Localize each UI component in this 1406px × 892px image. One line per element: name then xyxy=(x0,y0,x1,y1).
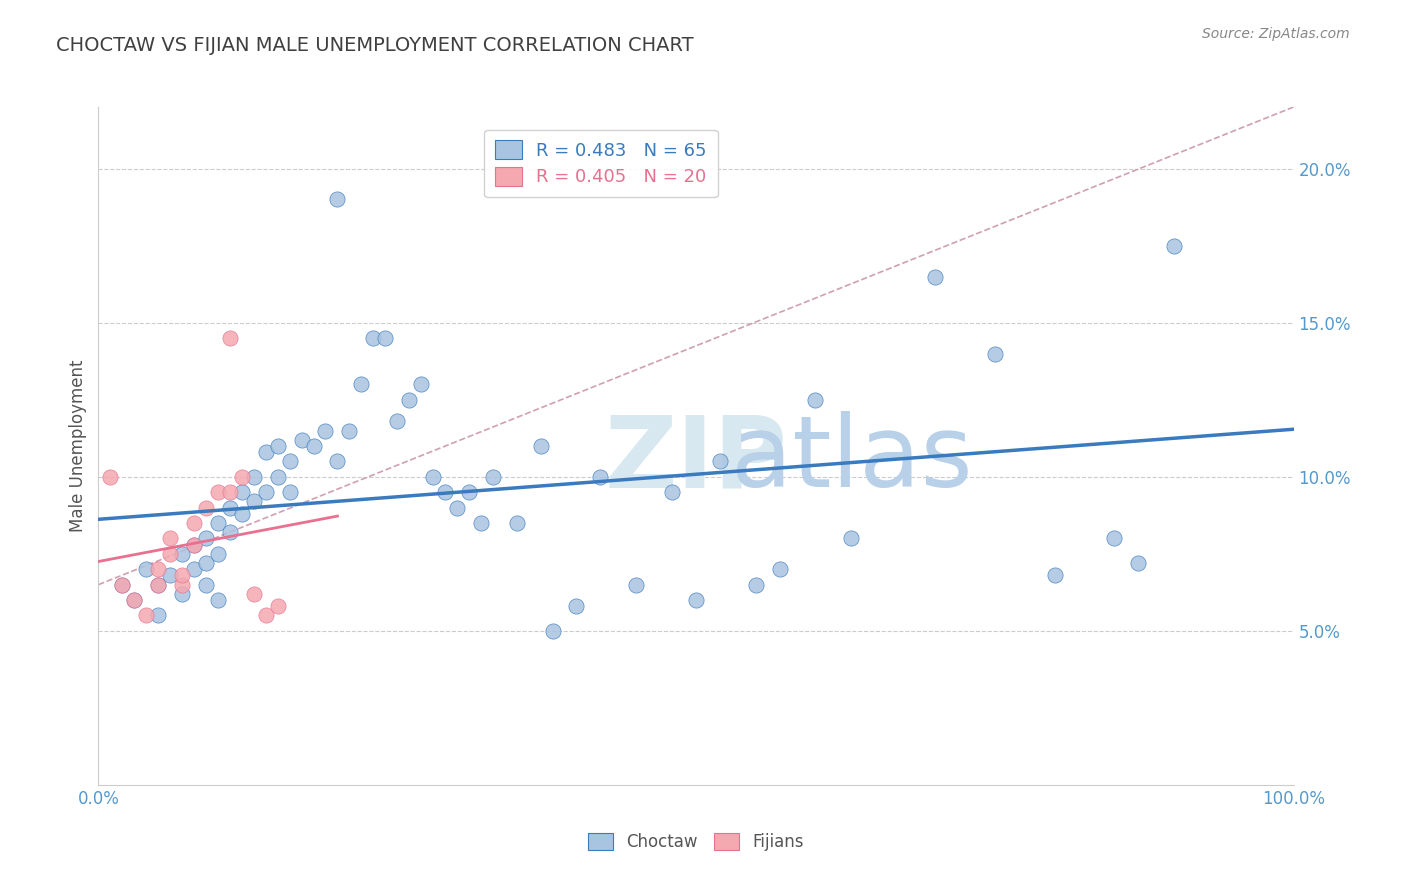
Point xyxy=(219,525,242,540)
Point xyxy=(422,470,444,484)
Point xyxy=(685,593,707,607)
Point xyxy=(159,532,181,546)
Point xyxy=(124,593,146,607)
Point xyxy=(219,500,242,515)
Point xyxy=(1128,556,1150,570)
Point xyxy=(470,516,492,530)
Point xyxy=(363,331,385,345)
Point xyxy=(172,587,194,601)
Point xyxy=(207,547,229,561)
Point xyxy=(530,439,553,453)
Point xyxy=(219,331,242,345)
Point xyxy=(398,392,420,407)
Point xyxy=(434,485,457,500)
Point xyxy=(506,516,529,530)
Point xyxy=(589,470,612,484)
Point xyxy=(183,562,205,576)
Point xyxy=(148,577,170,591)
Point xyxy=(183,516,205,530)
Point xyxy=(411,377,433,392)
Point xyxy=(446,500,468,515)
Point xyxy=(841,532,863,546)
Point xyxy=(458,485,481,500)
Y-axis label: Male Unemployment: Male Unemployment xyxy=(69,359,87,533)
Point xyxy=(924,269,946,284)
Point xyxy=(267,439,290,453)
Point xyxy=(267,470,290,484)
Point xyxy=(243,494,266,508)
Point xyxy=(768,562,790,576)
Point xyxy=(135,608,157,623)
Point xyxy=(541,624,564,638)
Point xyxy=(231,507,253,521)
Point xyxy=(1043,568,1066,582)
Point xyxy=(207,593,229,607)
Point xyxy=(326,454,349,468)
Point xyxy=(98,470,122,484)
Point xyxy=(278,454,301,468)
Point xyxy=(374,331,396,345)
Point xyxy=(231,470,253,484)
Point xyxy=(481,470,505,484)
Point xyxy=(159,568,181,582)
Point xyxy=(172,547,194,561)
Point xyxy=(254,445,277,459)
Point xyxy=(219,485,242,500)
Point xyxy=(159,547,181,561)
Point xyxy=(385,414,409,428)
Point xyxy=(302,439,325,453)
Text: Source: ZipAtlas.com: Source: ZipAtlas.com xyxy=(1202,27,1350,41)
Point xyxy=(709,454,731,468)
Point xyxy=(350,377,373,392)
Point xyxy=(148,562,170,576)
Point xyxy=(339,424,361,438)
Point xyxy=(291,433,314,447)
Point xyxy=(565,599,588,614)
Point xyxy=(1104,532,1126,546)
Point xyxy=(148,608,170,623)
Point xyxy=(1163,238,1185,252)
Point xyxy=(804,392,827,407)
Point xyxy=(745,577,768,591)
Point xyxy=(183,538,205,552)
Point xyxy=(243,587,266,601)
Legend: Choctaw, Fijians: Choctaw, Fijians xyxy=(581,827,811,858)
Point xyxy=(135,562,157,576)
Point xyxy=(231,485,253,500)
Point xyxy=(148,577,170,591)
Point xyxy=(984,346,1007,360)
Point xyxy=(195,532,218,546)
Point xyxy=(195,500,218,515)
Point xyxy=(195,556,218,570)
Point xyxy=(243,470,266,484)
Point xyxy=(267,599,290,614)
Point xyxy=(207,485,229,500)
Point xyxy=(326,193,349,207)
Point xyxy=(254,608,277,623)
Point xyxy=(111,577,134,591)
Point xyxy=(661,485,683,500)
Point xyxy=(172,568,194,582)
Point xyxy=(254,485,277,500)
Point xyxy=(183,538,205,552)
Point xyxy=(315,424,337,438)
Point xyxy=(111,577,134,591)
Text: ZIP: ZIP xyxy=(605,411,787,508)
Text: atlas: atlas xyxy=(731,411,972,508)
Point xyxy=(626,577,648,591)
Point xyxy=(207,516,229,530)
Point xyxy=(172,577,194,591)
Point xyxy=(124,593,146,607)
Point xyxy=(278,485,301,500)
Point xyxy=(195,577,218,591)
Text: CHOCTAW VS FIJIAN MALE UNEMPLOYMENT CORRELATION CHART: CHOCTAW VS FIJIAN MALE UNEMPLOYMENT CORR… xyxy=(56,36,695,54)
